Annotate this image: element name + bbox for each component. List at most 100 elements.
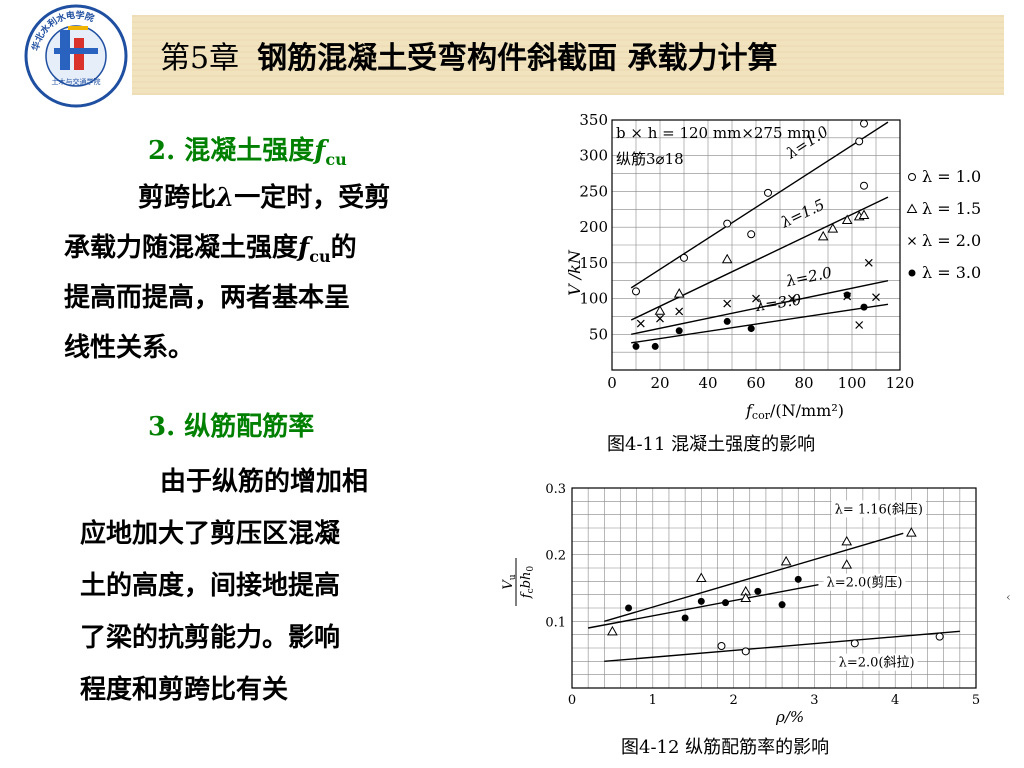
y-tick-label: 250 bbox=[579, 182, 608, 200]
data-point bbox=[625, 604, 633, 612]
data-point bbox=[817, 230, 829, 241]
x-tick-label: 60 bbox=[746, 374, 765, 392]
data-point bbox=[841, 559, 853, 569]
line-label-bg bbox=[831, 500, 926, 518]
fig1-x-axis-label: fcor/(N/mm²) bbox=[745, 401, 844, 422]
data-point bbox=[754, 587, 762, 595]
data-point bbox=[651, 342, 659, 350]
data-point bbox=[841, 214, 853, 224]
x-tick-label: 1 bbox=[649, 693, 657, 708]
data-point bbox=[673, 288, 685, 298]
data-point bbox=[747, 325, 755, 333]
data-point bbox=[872, 293, 880, 302]
para-concrete-line1: 剪跨比λ一定时，受剪 bbox=[138, 172, 390, 224]
data-point bbox=[723, 299, 732, 308]
fit-line-1 bbox=[604, 532, 904, 623]
fig1-annotation-rebar: 纵筋3⌀18 bbox=[616, 150, 684, 168]
para-reinforcement-line3: 土的高度，间接地提高 bbox=[80, 571, 341, 601]
legend-marker bbox=[908, 237, 916, 245]
figure-caption-4-11: 图4-11 混凝土强度的影响 bbox=[607, 434, 816, 455]
data-point bbox=[632, 342, 640, 350]
college-logo: 华北水利水电学院 土木与交通学院 bbox=[24, 4, 128, 108]
data-point bbox=[740, 592, 752, 602]
data-point bbox=[741, 647, 750, 656]
legend-marker bbox=[908, 173, 916, 181]
data-point bbox=[747, 230, 756, 239]
fit-line-label: λ=2.0 bbox=[784, 263, 834, 290]
data-point bbox=[697, 597, 705, 605]
y-tick-label: 0.2 bbox=[545, 549, 566, 564]
data-point bbox=[850, 639, 859, 648]
data-point bbox=[654, 305, 666, 315]
data-point bbox=[675, 327, 683, 335]
para-concrete-line3: 提高而提高，两者基本呈 bbox=[64, 283, 351, 313]
chart-axes bbox=[571, 487, 977, 689]
data-point bbox=[695, 572, 707, 582]
chart-line-labels: λ= 1.16(斜压) λ=2.0(剪压) λ=2.0(斜拉) bbox=[823, 500, 926, 671]
data-point bbox=[778, 601, 786, 609]
chart-legend: λ = 1.0 λ = 1.5 λ = 2.0 λ = 3.0 bbox=[906, 167, 981, 282]
plot-frame bbox=[571, 487, 977, 689]
line-label: λ= 1.16(斜压) bbox=[835, 502, 923, 517]
page-title: 第5章 钢筋混凝土受弯构件斜截面 承载力计算 bbox=[160, 34, 778, 84]
x-tick-label: 4 bbox=[891, 693, 899, 708]
y-tick-label: 0.1 bbox=[545, 615, 566, 630]
y-label-num: Vu bbox=[501, 574, 518, 589]
para-concrete-line4: 线性关系。 bbox=[64, 333, 195, 363]
data-point bbox=[636, 319, 645, 328]
x-label-unit: /(N/mm²) bbox=[770, 401, 844, 420]
text-span: 剪跨比 bbox=[138, 183, 217, 213]
legend-entry: λ = 3.0 bbox=[922, 263, 981, 282]
chart-tick-labels: 0 20 40 60 80 100 120 50 100 150 200 250 300 350 bbox=[579, 111, 914, 392]
data-point bbox=[675, 307, 684, 316]
para-concrete-line2: 承载力随混凝土强度fcu的 bbox=[64, 222, 357, 283]
data-point bbox=[752, 294, 760, 303]
y-tick-label: 0.3 bbox=[545, 482, 566, 497]
chart-points bbox=[632, 119, 880, 350]
fit-line-2 bbox=[588, 583, 819, 629]
data-point bbox=[764, 188, 772, 197]
data-point bbox=[864, 258, 873, 267]
y-tick-label: 350 bbox=[579, 111, 608, 129]
y-label-den: fcbh0 bbox=[519, 566, 536, 600]
para-reinforcement-line2: 应地加大了剪压区混凝 bbox=[80, 519, 341, 549]
chapter-title: 钢筋混凝土受弯构件斜截面 承载力计算 bbox=[257, 41, 778, 76]
section-symbol-sub: cu bbox=[325, 150, 347, 170]
x-tick-label: 100 bbox=[838, 374, 867, 392]
data-point bbox=[788, 294, 796, 303]
data-point bbox=[858, 209, 870, 219]
text-span: 的 bbox=[330, 233, 357, 263]
fcu-subscript: cu bbox=[309, 247, 331, 267]
legend-entry: λ = 1.5 bbox=[922, 199, 981, 218]
y-tick-label: 300 bbox=[579, 147, 608, 165]
section-label: 纵筋配筋率 bbox=[184, 412, 315, 442]
fit-line-3 bbox=[631, 280, 889, 335]
header-band bbox=[132, 15, 1004, 95]
legend-entry: λ = 1.0 bbox=[922, 167, 981, 186]
y-tick-label: 100 bbox=[579, 290, 608, 308]
chart-tick-labels: 0 1 2 3 4 5 0.1 0.2 0.3 bbox=[545, 482, 980, 708]
x-label-sub: cor bbox=[752, 409, 771, 422]
section-symbol: f bbox=[314, 136, 326, 166]
data-point bbox=[794, 575, 802, 583]
x-tick-label: 40 bbox=[698, 374, 717, 392]
edge-mark: ‹ bbox=[1006, 590, 1011, 604]
x-tick-label: 0 bbox=[568, 693, 576, 708]
data-point bbox=[855, 321, 864, 329]
data-point bbox=[681, 614, 689, 622]
chart-grid bbox=[612, 120, 900, 370]
lambda-symbol: λ bbox=[216, 183, 235, 213]
data-point bbox=[855, 137, 864, 146]
para-reinforcement-line1: 由于纵筋的增加相 bbox=[160, 467, 369, 497]
data-point bbox=[841, 535, 853, 546]
data-point bbox=[680, 253, 688, 262]
data-point bbox=[656, 314, 664, 323]
data-point bbox=[906, 527, 917, 537]
figure-reinforcement-ratio-chart: 0 1 2 3 4 5 0.1 0.2 0.3 λ= 1.16(斜压) λ=2.0(剪压) λ=2.… bbox=[501, 482, 980, 726]
data-point bbox=[860, 119, 868, 128]
fit-line-4 bbox=[631, 303, 889, 344]
chart-fit-lines bbox=[588, 532, 960, 663]
data-point bbox=[717, 642, 726, 650]
section-heading-reinforcement-ratio: 3. 纵筋配筋率 bbox=[148, 410, 314, 444]
fit-line-3 bbox=[604, 630, 960, 663]
